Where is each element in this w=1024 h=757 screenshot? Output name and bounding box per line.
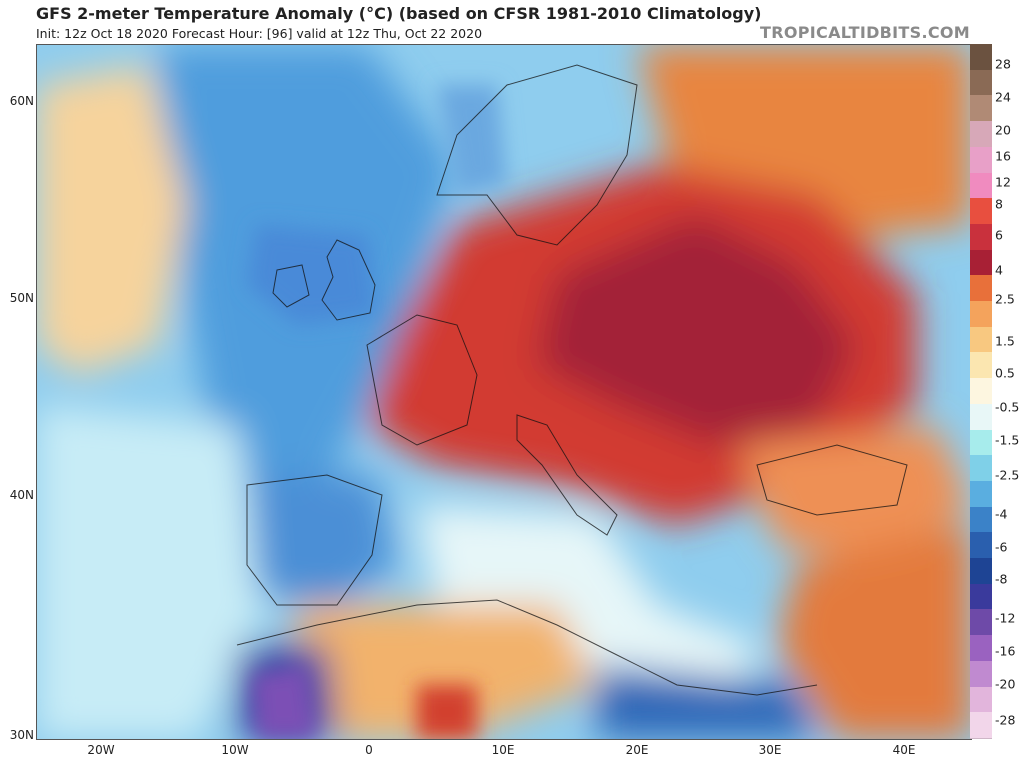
colorbar-label: 24	[995, 89, 1011, 105]
colorbar-swatch	[970, 378, 992, 405]
coastline-france	[366, 314, 478, 446]
colorbar-label: -1.5	[995, 432, 1020, 448]
lon-label-40e: 40E	[892, 743, 916, 757]
colorbar-swatch	[970, 223, 992, 251]
cold-libya-egypt	[597, 665, 817, 739]
warm-northwest-atlantic	[37, 65, 187, 375]
colorbar-swatch	[970, 352, 992, 380]
colorbar-label: -0.5	[995, 399, 1020, 415]
colorbar-swatch	[970, 532, 992, 560]
lat-label-40n: 40N	[9, 488, 34, 502]
colorbar-swatch	[970, 403, 992, 431]
colorbar-label: 6	[995, 227, 1003, 243]
colorbar-swatch	[970, 686, 992, 714]
warm-middle-east	[777, 525, 971, 739]
colorbar-label: -16	[995, 643, 1016, 659]
colorbar-swatch	[970, 301, 992, 328]
lat-label-50n: 50N	[9, 291, 34, 305]
colorbar-swatch	[970, 95, 992, 123]
colorbar-label: -2.5	[995, 467, 1020, 483]
coastline-north-africa	[236, 599, 818, 696]
colorbar-label: -28	[995, 712, 1016, 728]
warm-north-africa	[297, 605, 597, 739]
lon-label-30e: 30E	[758, 743, 782, 757]
lon-label-0: 0	[365, 743, 373, 757]
map-title: GFS 2-meter Temperature Anomaly (°C) (ba…	[36, 4, 762, 23]
colorbar-label: 2.5	[995, 291, 1015, 307]
coastline-scandinavia	[436, 64, 638, 246]
cool-norway-coast	[437, 85, 507, 195]
colorbar-swatch	[970, 660, 992, 688]
colorbar-label: -20	[995, 676, 1016, 692]
colorbar-label: -8	[995, 571, 1008, 587]
lat-label-30n: 30N	[9, 728, 34, 742]
lat-label-60n: 60N	[9, 94, 34, 108]
lon-label-10e: 10E	[491, 743, 515, 757]
coastline-italy	[516, 414, 618, 536]
colorbar-swatch	[970, 480, 992, 508]
colorbar-swatch	[970, 429, 992, 457]
colorbar-swatch	[970, 44, 992, 71]
lon-label-10w: 10W	[221, 743, 249, 757]
colorbar-label: 1.5	[995, 333, 1015, 349]
colorbar-swatch	[970, 609, 992, 637]
very-hot-center	[537, 215, 857, 445]
colorbar-swatch	[970, 506, 992, 534]
brand-watermark: TROPICALTIDBITS.COM	[760, 23, 970, 42]
colorbar-swatch	[970, 146, 992, 174]
colorbar-swatch	[970, 583, 992, 611]
colorbar-swatch	[970, 275, 992, 303]
coastline-britain	[321, 239, 376, 321]
colorbar-label: 0.5	[995, 365, 1015, 381]
colorbar-swatch	[970, 635, 992, 662]
colorbar-legend: 28 24 20 16 12 8 6 4 2.5 1.5 0.5 -0.5 -1.5 -2.5 -4 -6 -8…	[970, 44, 1024, 739]
map-canvas	[37, 45, 971, 739]
colorbar-swatch	[970, 172, 992, 200]
colorbar-label: 12	[995, 174, 1011, 190]
colorbar-label: 4	[995, 262, 1003, 278]
colorbar-swatch	[970, 198, 992, 225]
coastline-ireland	[272, 264, 310, 308]
lon-label-20e: 20E	[625, 743, 649, 757]
cold-morocco-core	[252, 665, 317, 739]
coastline-iberia	[246, 474, 383, 606]
colorbar-swatch	[970, 249, 992, 277]
colorbar-swatch	[970, 69, 992, 97]
colorbar-swatch	[970, 558, 992, 585]
warm-black-sea	[737, 425, 971, 565]
anomaly-map	[36, 44, 972, 740]
colorbar-swatch	[970, 455, 992, 482]
colorbar-swatch	[970, 121, 992, 148]
colorbar-swatch	[970, 712, 992, 739]
hot-sahara-spot	[417, 685, 477, 739]
coastline-black-sea	[756, 444, 908, 516]
map-subtitle: Init: 12z Oct 18 2020 Forecast Hour: [96…	[36, 26, 483, 41]
colorbar-label: -6	[995, 539, 1008, 555]
colorbar-label: 16	[995, 148, 1011, 164]
cool-southwest-atlantic	[37, 405, 267, 739]
colorbar-label: 8	[995, 196, 1003, 212]
colorbar-label: 20	[995, 122, 1011, 138]
colorbar-label: 28	[995, 56, 1011, 72]
lon-label-20w: 20W	[87, 743, 115, 757]
colorbar-label: -12	[995, 610, 1016, 626]
colorbar-swatch	[970, 326, 992, 354]
colorbar-label: -4	[995, 506, 1008, 522]
